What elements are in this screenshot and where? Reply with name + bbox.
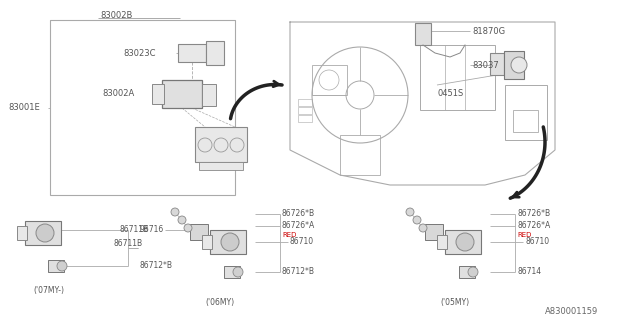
Text: 86726*A: 86726*A xyxy=(517,221,550,230)
Text: 83001E: 83001E xyxy=(8,103,40,113)
Bar xyxy=(224,266,240,278)
Bar xyxy=(190,224,208,240)
Bar xyxy=(425,224,443,240)
Text: ('06MY): ('06MY) xyxy=(205,298,235,307)
Bar xyxy=(210,230,246,254)
Bar xyxy=(437,235,447,249)
Text: 86726*B: 86726*B xyxy=(517,210,550,219)
Text: A830001159: A830001159 xyxy=(545,308,598,316)
Circle shape xyxy=(456,233,474,251)
Bar xyxy=(415,23,431,45)
Text: RED: RED xyxy=(517,232,531,238)
Circle shape xyxy=(171,208,179,216)
Text: RED: RED xyxy=(282,232,296,238)
Bar xyxy=(298,115,312,122)
Circle shape xyxy=(57,261,67,271)
Bar xyxy=(298,107,312,114)
Circle shape xyxy=(36,224,54,242)
Text: 86726*B: 86726*B xyxy=(282,210,315,219)
Bar xyxy=(202,84,216,106)
Bar xyxy=(445,230,481,254)
Circle shape xyxy=(233,267,243,277)
Text: 83037: 83037 xyxy=(472,60,499,69)
Text: 86714: 86714 xyxy=(517,268,541,276)
Bar xyxy=(152,84,164,104)
Circle shape xyxy=(406,208,414,216)
Circle shape xyxy=(419,224,427,232)
Bar xyxy=(504,51,524,79)
Text: 96716: 96716 xyxy=(140,226,164,235)
Bar xyxy=(195,127,247,162)
Circle shape xyxy=(468,267,478,277)
Bar xyxy=(312,65,347,95)
Text: ('05MY): ('05MY) xyxy=(440,298,470,307)
Bar xyxy=(298,99,312,106)
Bar xyxy=(505,85,547,140)
Bar xyxy=(17,226,27,240)
Text: 83023C: 83023C xyxy=(123,49,156,58)
Text: 86712*B: 86712*B xyxy=(140,261,173,270)
Text: 86726*A: 86726*A xyxy=(282,221,316,230)
Text: 86710: 86710 xyxy=(290,237,314,246)
Bar xyxy=(48,260,64,272)
Text: 83002A: 83002A xyxy=(102,90,134,99)
Bar xyxy=(490,53,504,75)
Bar xyxy=(50,20,235,195)
Bar xyxy=(199,162,243,170)
Bar xyxy=(178,44,206,62)
Bar xyxy=(202,235,212,249)
Bar xyxy=(513,110,538,132)
Bar xyxy=(420,45,495,110)
Text: 81870G: 81870G xyxy=(472,27,505,36)
Circle shape xyxy=(178,216,186,224)
Text: 86712*B: 86712*B xyxy=(282,268,315,276)
Circle shape xyxy=(184,224,192,232)
Bar xyxy=(162,80,202,108)
Text: 0451S: 0451S xyxy=(437,89,463,98)
Text: ('07MY-): ('07MY-) xyxy=(33,285,64,294)
Circle shape xyxy=(221,233,239,251)
Bar xyxy=(25,221,61,245)
Text: 86710: 86710 xyxy=(525,237,549,246)
Bar xyxy=(206,41,224,65)
Bar xyxy=(340,135,380,175)
Circle shape xyxy=(413,216,421,224)
Text: 86711B: 86711B xyxy=(120,226,149,235)
Text: 86711B: 86711B xyxy=(113,238,142,247)
Circle shape xyxy=(511,57,527,73)
Text: 83002B: 83002B xyxy=(100,11,132,20)
Bar xyxy=(459,266,475,278)
